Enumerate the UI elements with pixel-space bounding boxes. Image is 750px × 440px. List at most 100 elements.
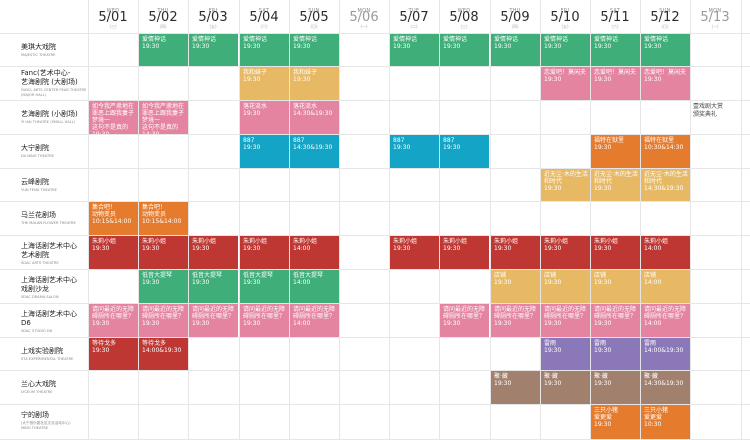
show-block[interactable]: 爱情神话 19:30	[491, 34, 540, 66]
show-time: 19:30	[243, 110, 261, 117]
show-time: 19:30	[192, 320, 210, 327]
show-block[interactable]: 低音大提琴 19:30	[139, 270, 188, 303]
show-block[interactable]: 朱莉小姐 19:30	[240, 236, 289, 269]
show-title: 请问最近的无障 碍厕所在哪里？	[544, 306, 587, 320]
show-block[interactable]: 请问最近的无障 碍厕所在哪里？ 19:30	[541, 304, 590, 337]
show-block[interactable]: 店铺 19:30	[591, 270, 640, 303]
show-block[interactable]: 朱莉小姐 19:30	[440, 236, 489, 269]
column-divider	[439, 0, 440, 439]
show-block[interactable]: 朱莉小姐 19:30	[491, 236, 540, 269]
show-block[interactable]: 请问最近的无障 碍厕所在哪里？ 19:30	[491, 304, 540, 337]
show-title: 等待戈多	[142, 340, 167, 347]
show-title: 爱情神话	[594, 36, 619, 43]
show-block[interactable]: 聚·藏 19:30	[591, 371, 640, 404]
show-block[interactable]: 爱情神话 19:30	[641, 34, 690, 66]
show-block[interactable]: 朱莉小姐 14:00	[641, 236, 690, 269]
show-block[interactable]: 爱情神话 19:30	[440, 34, 489, 66]
show-title: 朱莉小姐	[644, 238, 669, 245]
show-block[interactable]: 887 19:30	[390, 135, 439, 168]
show-time: 19:30	[142, 320, 160, 327]
show-block[interactable]: 落花流水 14:30&19:30	[290, 101, 339, 134]
show-block[interactable]: 恋爱吧！莫闲夫 19:30	[541, 67, 590, 100]
show-block[interactable]: 朱莉小姐 14:00	[290, 236, 339, 269]
show-block[interactable]: 爱情神话 19:30	[390, 34, 439, 66]
show-block[interactable]: 朱莉小姐 19:30	[541, 236, 590, 269]
show-title: 887	[443, 137, 455, 144]
show-block[interactable]: 福特在狱里 19:30	[591, 135, 640, 168]
show-block[interactable]: 等待戈多 19:30	[89, 338, 138, 370]
show-block[interactable]: 集合吧！ 动物变员 10:15&14:00	[89, 202, 138, 235]
venue-label: 艺海剧院 (小剧场) YI HAI THEATRE (SMALL HALL)	[0, 100, 87, 134]
show-block[interactable]: 爱情神话 19:30	[240, 34, 289, 66]
show-block[interactable]: 请问最近的无障 碍厕所在哪里？ 19:30	[189, 304, 238, 337]
show-title: 请问最近的无障 碍厕所在哪里？	[92, 306, 135, 320]
show-block[interactable]: 如今我严肃地在 罪恶上跟我妻子 梦境一 这句不是真的14:30	[139, 101, 188, 134]
show-title: 如今我严肃地在 罪恶上跟我妻子 梦境一 这句不是真的	[142, 103, 185, 131]
row-divider	[0, 337, 750, 338]
day-date: 5/04	[249, 10, 279, 25]
show-block[interactable]: 爱情神话 19:30	[541, 34, 590, 66]
show-block[interactable]: 887 19:30	[440, 135, 489, 168]
show-title: 三只小猪 爱更爱	[594, 407, 619, 421]
show-time: 19:30	[243, 279, 261, 286]
show-block[interactable]: 三只小猪 爱更爱 10:30	[641, 405, 690, 439]
show-block[interactable]: 集合吧！ 动物变员 10:15&14:00	[139, 202, 188, 235]
show-title: 店铺	[494, 272, 507, 279]
show-block[interactable]: 低音大提琴 19:30	[189, 270, 238, 303]
show-block[interactable]: 落花流水 19:30	[240, 101, 289, 134]
day-header: SUN 5/12 (日)	[640, 0, 690, 33]
venue-name: 美琪大戏院	[21, 43, 56, 51]
show-block[interactable]: 近无尘·木的生活 和时代 19:30	[541, 169, 590, 201]
venue-label: Fanc(艺术中心- 艺海剧院 (大剧场) FANCL ARTS CENTER P…	[0, 66, 87, 100]
show-block[interactable]: 请问最近的无障 碍厕所在哪里？ 19:30	[240, 304, 289, 337]
show-block[interactable]: 朱莉小姐 19:30	[591, 236, 640, 269]
show-block[interactable]: 雷雨 14:00&19:30	[641, 338, 690, 370]
column-divider	[339, 0, 340, 439]
show-block[interactable]: 请问最近的无障 碍厕所在哪里？ 19:30	[139, 304, 188, 337]
show-title: 朱莉小姐	[393, 238, 418, 245]
show-block[interactable]: 请问最近的无障 碍厕所在哪里？ 19:30	[440, 304, 489, 337]
day-chinese: (三)	[109, 24, 117, 29]
show-block[interactable]: 等待戈多 14:00&19:30	[139, 338, 188, 370]
show-time: 14:00	[644, 320, 662, 327]
show-time: 14:30&19:30	[293, 110, 333, 117]
show-block[interactable]: 恋爱吧！莫闲夫 19:30	[591, 67, 640, 100]
show-block[interactable]: 低音大提琴 19:30	[240, 270, 289, 303]
show-block[interactable]: 887 19:30	[240, 135, 289, 168]
show-block[interactable]: 我和妹子 19:30	[290, 67, 339, 100]
show-block[interactable]: 爱情神话 19:30	[591, 34, 640, 66]
show-block[interactable]: 店铺 19:30	[541, 270, 590, 303]
show-block[interactable]: 请问最近的无障 碍厕所在哪里？ 19:30	[89, 304, 138, 337]
show-block[interactable]: 如今我严肃地在 罪恶上跟我妻子 梦境一 这句不是真的19:30	[89, 101, 138, 134]
show-block[interactable]: 朱莉小姐 19:30	[390, 236, 439, 269]
show-block[interactable]: 低音大提琴 14:00	[290, 270, 339, 303]
show-title: 低音大提琴	[192, 272, 223, 279]
show-block[interactable]: 朱莉小姐 19:30	[89, 236, 138, 269]
show-block[interactable]: 恋爱吧！莫闲夫 19:30	[641, 67, 690, 100]
show-block[interactable]: 聚·藏 19:30	[541, 371, 590, 404]
show-block[interactable]: 店铺 19:30	[491, 270, 540, 303]
venue-label: 兰心大戏院 LYCEUM THEATRE	[0, 370, 87, 404]
show-block[interactable]: 爱情神话 19:30	[189, 34, 238, 66]
show-block[interactable]: 请问最近的无障 碍厕所在哪里？ 14:00	[641, 304, 690, 337]
show-block[interactable]: 聚·藏 14:30&19:30	[641, 371, 690, 404]
show-block[interactable]: 雷雨 19:30	[541, 338, 590, 370]
show-block[interactable]: 店铺 14:00	[641, 270, 690, 303]
show-block[interactable]: 朱莉小姐 19:30	[139, 236, 188, 269]
venue-name: 上戏实验剧院	[21, 347, 63, 355]
show-block[interactable]: 爱情神话 19:30	[139, 34, 188, 66]
show-block[interactable]: 福特在狱里 10:30&14:30	[641, 135, 690, 168]
show-block[interactable]: 爱情神话 19:30	[290, 34, 339, 66]
show-block[interactable]: 请问最近的无障 碍厕所在哪里？ 19:30	[591, 304, 640, 337]
show-time: 19:30	[594, 144, 612, 151]
show-block[interactable]: 三只小猪 爱更爱 19:30	[591, 405, 640, 439]
show-block[interactable]: 聚·藏 19:30	[491, 371, 540, 404]
show-time: 19:30	[494, 245, 512, 252]
show-block[interactable]: 近无尘·木的生活 和时代 14:30&19:30	[641, 169, 690, 201]
show-block[interactable]: 近无尘·木的生活 和时代 19:30	[591, 169, 640, 201]
show-block[interactable]: 雷雨 19:30	[591, 338, 640, 370]
show-block[interactable]: 朱莉小姐 19:30	[189, 236, 238, 269]
show-block[interactable]: 我和妹子 19:30	[240, 67, 289, 100]
show-block[interactable]: 请问最近的无障 碍厕所在哪里？ 14:00	[290, 304, 339, 337]
show-block[interactable]: 887 14:30&19:30	[290, 135, 339, 168]
